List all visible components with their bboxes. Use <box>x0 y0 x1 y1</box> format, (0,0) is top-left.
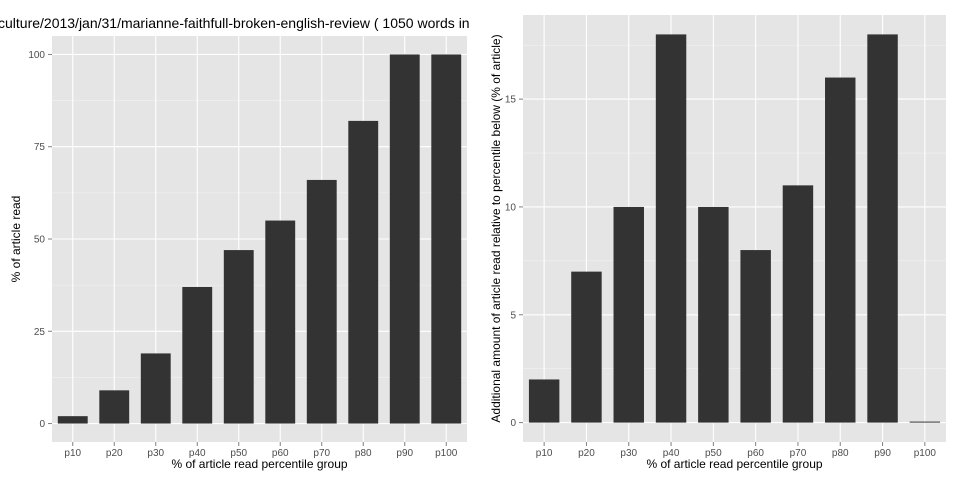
right-bar-p90 <box>867 34 898 423</box>
right-x-tick-label: p20 <box>578 448 595 459</box>
right-bar-p40 <box>655 34 687 423</box>
right-bar-p60 <box>740 250 771 423</box>
right-x-tick-label: p60 <box>747 448 764 459</box>
left-bar-p80 <box>348 120 379 424</box>
right-x-tick-label: p50 <box>705 448 722 459</box>
right-x-tick-label: p80 <box>832 448 849 459</box>
right-bar-p10 <box>528 379 560 423</box>
right-bar-p100 <box>909 421 941 423</box>
right-y-tick-label: 10 <box>505 202 517 213</box>
right-x-tick-label: p30 <box>620 448 637 459</box>
right-bar-p80 <box>825 77 856 423</box>
left-bar-p10 <box>57 416 88 424</box>
left-x-tick-label: p80 <box>355 448 372 459</box>
left-y-tick-label: 0 <box>39 419 45 430</box>
left-bar-p20 <box>99 390 130 424</box>
left-x-tick-label: p70 <box>313 448 330 459</box>
right-x-tick-label: p40 <box>663 448 680 459</box>
right-x-tick-label: p90 <box>874 448 891 459</box>
left-y-tick-label: 100 <box>28 50 45 61</box>
left-y-tick-label: 50 <box>34 235 46 246</box>
right-y-tick-label: 5 <box>510 310 516 321</box>
right-bar-p50 <box>698 206 729 423</box>
right-x-tick-label: p10 <box>536 448 553 459</box>
left-y-tick-label: 25 <box>34 327 46 338</box>
left-x-tick-label: p30 <box>147 448 164 459</box>
left-x-tick-label: p90 <box>396 448 413 459</box>
left-x-tick-label: p10 <box>64 448 81 459</box>
right-bar-p70 <box>782 185 814 423</box>
left-bar-p40 <box>182 286 213 424</box>
left-bar-p50 <box>223 250 254 424</box>
left-x-tick-label: p60 <box>272 448 289 459</box>
right-y-tick-label: 15 <box>505 95 517 106</box>
left-x-tick-label: p20 <box>106 448 123 459</box>
left-bar-p100 <box>431 54 462 424</box>
left-bar-p30 <box>140 353 171 424</box>
chart-left: culture/2013/jan/31/marianne-faithfull-b… <box>0 15 470 471</box>
chart-left-title: culture/2013/jan/31/marianne-faithfull-b… <box>0 15 470 31</box>
left-x-tick-label: p50 <box>230 448 247 459</box>
left-x-tick-label: p40 <box>189 448 206 459</box>
right-x-axis-title: % of article read percentile group <box>646 457 822 471</box>
left-y-tick-label: 75 <box>34 142 46 153</box>
right-y-axis-title: Additional amount of article read relati… <box>489 34 503 422</box>
chart-right: 0 5 10 15 p10 p20 p30 p40 p50 p60 p70 p80 p90 p100 % o… <box>489 15 946 471</box>
right-x-tick-label: p70 <box>790 448 807 459</box>
left-x-axis-title: % of article read percentile group <box>171 457 347 471</box>
right-y-tick-label: 0 <box>510 418 516 429</box>
right-x-tick-label: p100 <box>914 448 937 459</box>
left-bar-p60 <box>265 220 296 424</box>
right-bar-p20 <box>571 271 602 423</box>
left-bar-p90 <box>389 54 420 424</box>
left-x-tick-label: p100 <box>435 448 458 459</box>
left-y-axis-title: % of article read <box>9 196 23 283</box>
right-bar-p30 <box>613 206 644 423</box>
left-bar-p70 <box>306 179 337 424</box>
